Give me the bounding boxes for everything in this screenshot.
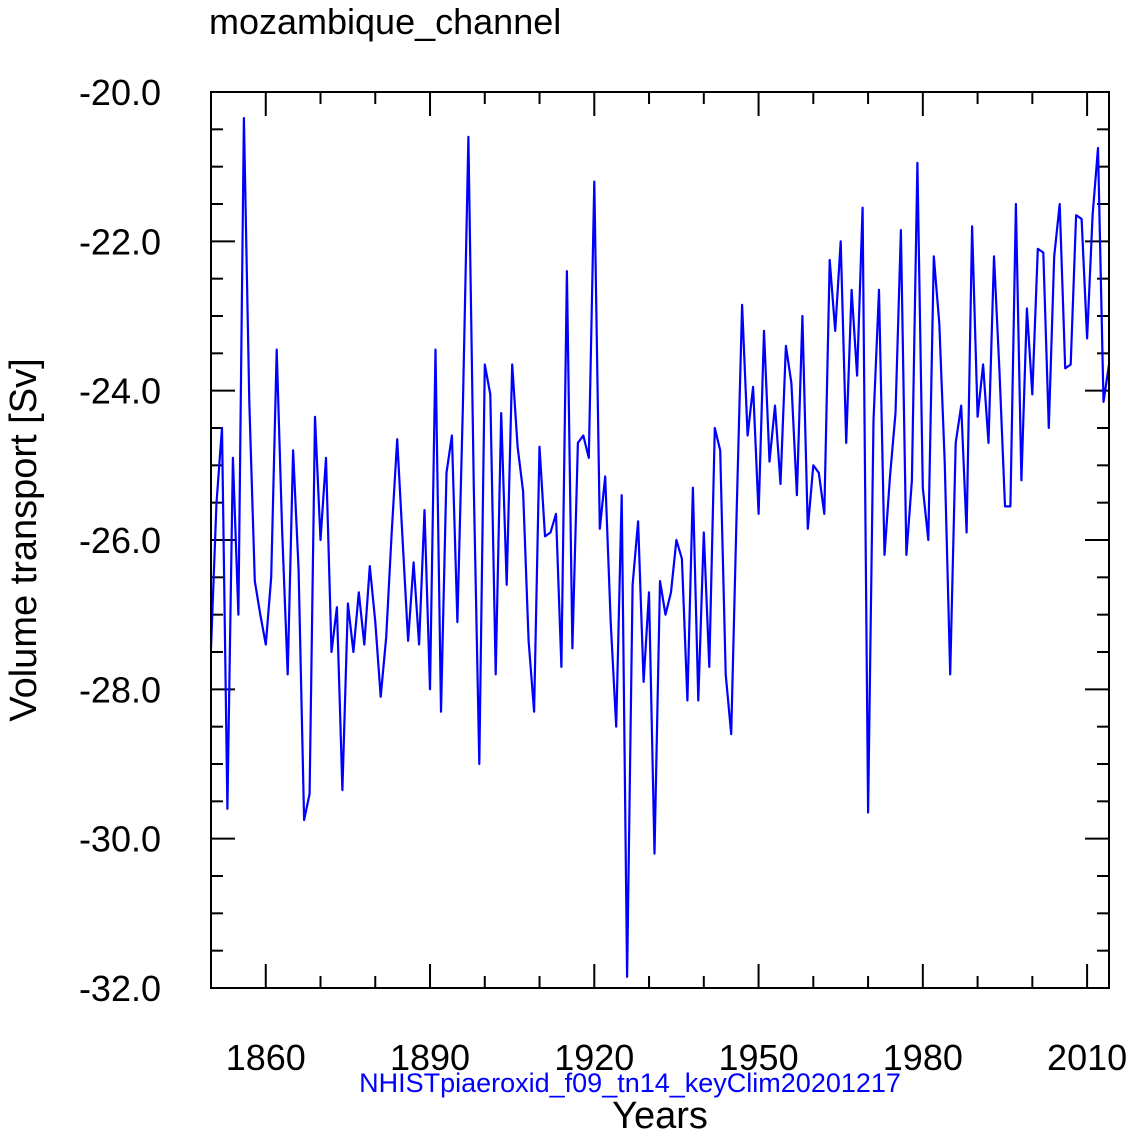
y-tick-label: -26.0 [79, 520, 161, 561]
plot-frame [210, 91, 1110, 989]
series-line [209, 116, 1111, 978]
x-axis-label: Years [612, 1095, 708, 1136]
x-tick-label: 1950 [719, 1037, 799, 1078]
x-tick-labels: 1860 1890 1920 1950 1980 2010 [226, 1037, 1127, 1078]
x-tick-label: 1980 [883, 1037, 963, 1078]
axis-ticks [210, 91, 1109, 989]
y-tick-label: -20.0 [79, 72, 161, 113]
y-tick-label: -30.0 [79, 819, 161, 860]
y-tick-label: -32.0 [79, 968, 161, 1009]
x-tick-label: 1920 [554, 1037, 634, 1078]
y-tick-label: -22.0 [79, 221, 161, 262]
x-tick-label: 1890 [390, 1037, 470, 1078]
y-axis-label: Volume transport [Sv] [3, 358, 45, 721]
y-tick-labels: -32.0 -30.0 -28.0 -26.0 -24.0 -22.0 -20.0 [79, 72, 161, 1009]
x-tick-label: 1860 [226, 1037, 306, 1078]
chart-title: mozambique_channel [209, 1, 561, 42]
y-tick-label: -28.0 [79, 669, 161, 710]
y-tick-label: -24.0 [79, 371, 161, 412]
x-tick-label: 2010 [1047, 1037, 1127, 1078]
experiment-annotation: NHISTpiaeroxid_f09_tn14_keyClim20201217 [359, 1068, 901, 1098]
